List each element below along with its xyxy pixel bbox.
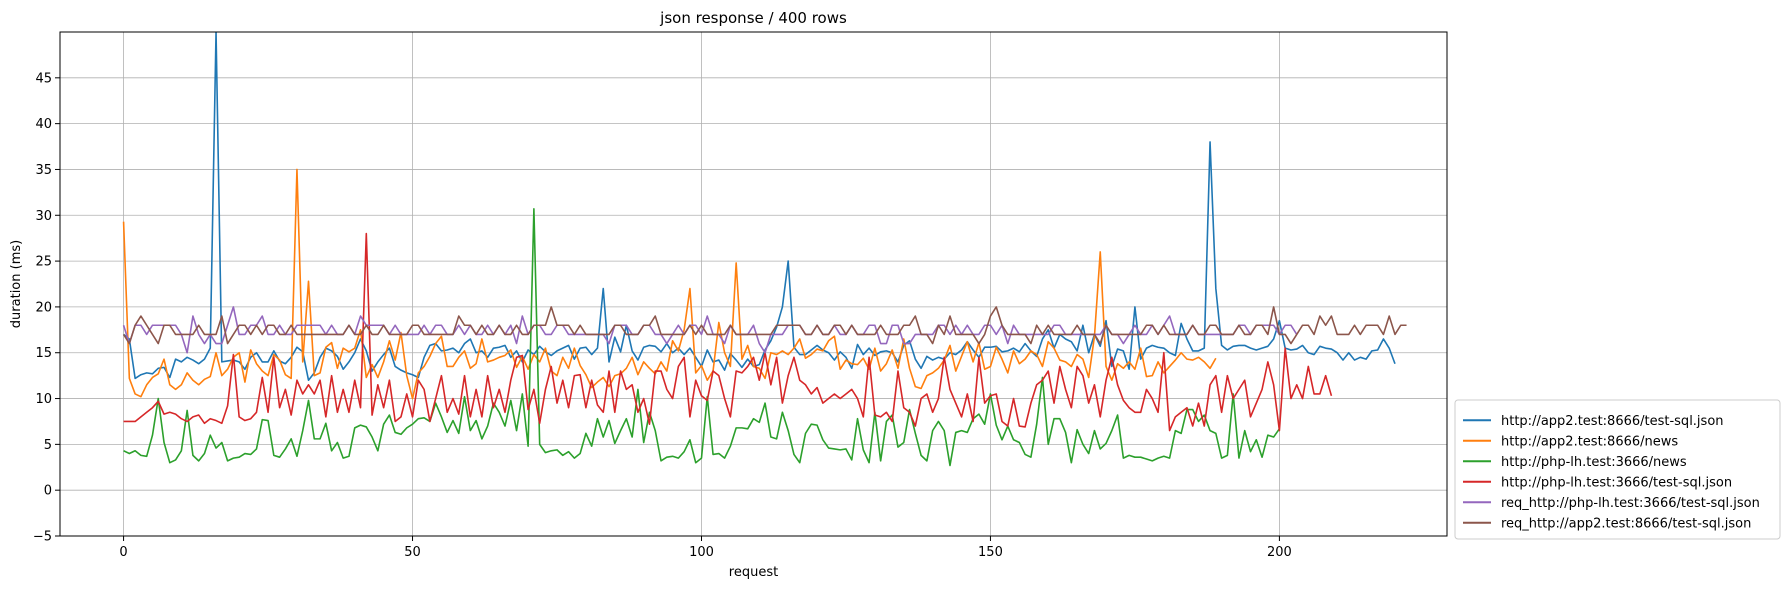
legend-entry-label: http://php-lh.test:3666/test-sql.json [1501, 475, 1732, 490]
y-tick-label: 30 [35, 209, 52, 224]
y-tick-label: 45 [35, 71, 52, 86]
x-tick-label: 200 [1267, 545, 1292, 560]
x-tick-label: 150 [978, 545, 1003, 560]
y-tick-label: 20 [35, 300, 52, 315]
legend-entry-label: http://php-lh.test:3666/news [1501, 455, 1687, 470]
y-tick-label: −5 [33, 530, 52, 545]
x-tick-label: 100 [689, 545, 714, 560]
legend-entry-label: req_http://app2.test:8666/test-sql.json [1501, 516, 1751, 531]
chart-title: json response / 400 rows [659, 9, 847, 27]
series-line-3 [123, 208, 1281, 467]
series-line-2 [122, 168, 1217, 400]
y-tick-label: 10 [35, 392, 52, 407]
x-axis-label: request [729, 565, 778, 580]
y-tick-label: 5 [44, 438, 52, 453]
y-tick-label: 40 [35, 117, 52, 132]
legend-box [1454, 399, 1781, 540]
x-tick-label: 50 [404, 545, 421, 560]
y-tick-label: 0 [44, 484, 52, 499]
series-line-5 [122, 306, 1298, 354]
grid-lines [60, 32, 1447, 537]
series-line-6 [122, 306, 1407, 345]
x-tick-label: 0 [119, 545, 127, 560]
legend-entry-label: req_http://php-lh.test:3666/test-sql.jso… [1501, 496, 1760, 511]
series-line-4 [123, 232, 1333, 432]
y-axis-label: duration (ms) [9, 240, 24, 328]
series-layer [122, 32, 1407, 467]
plot-frame [59, 31, 1448, 537]
y-tick-label: 25 [35, 255, 52, 270]
series-line-1 [123, 32, 1396, 382]
legend-entry-label: http://app2.test:8666/test-sql.json [1501, 414, 1724, 429]
legend-entry-label: http://app2.test:8666/news [1501, 434, 1678, 449]
y-tick-label: 15 [35, 346, 52, 361]
legend: http://app2.test:8666/test-sql.json http:… [1454, 399, 1781, 540]
axis-ticks: 0 50 100 150 200 −5 0 5 10 15 20 25 30 35 40 45 [33, 71, 1292, 560]
y-tick-label: 35 [35, 163, 52, 178]
